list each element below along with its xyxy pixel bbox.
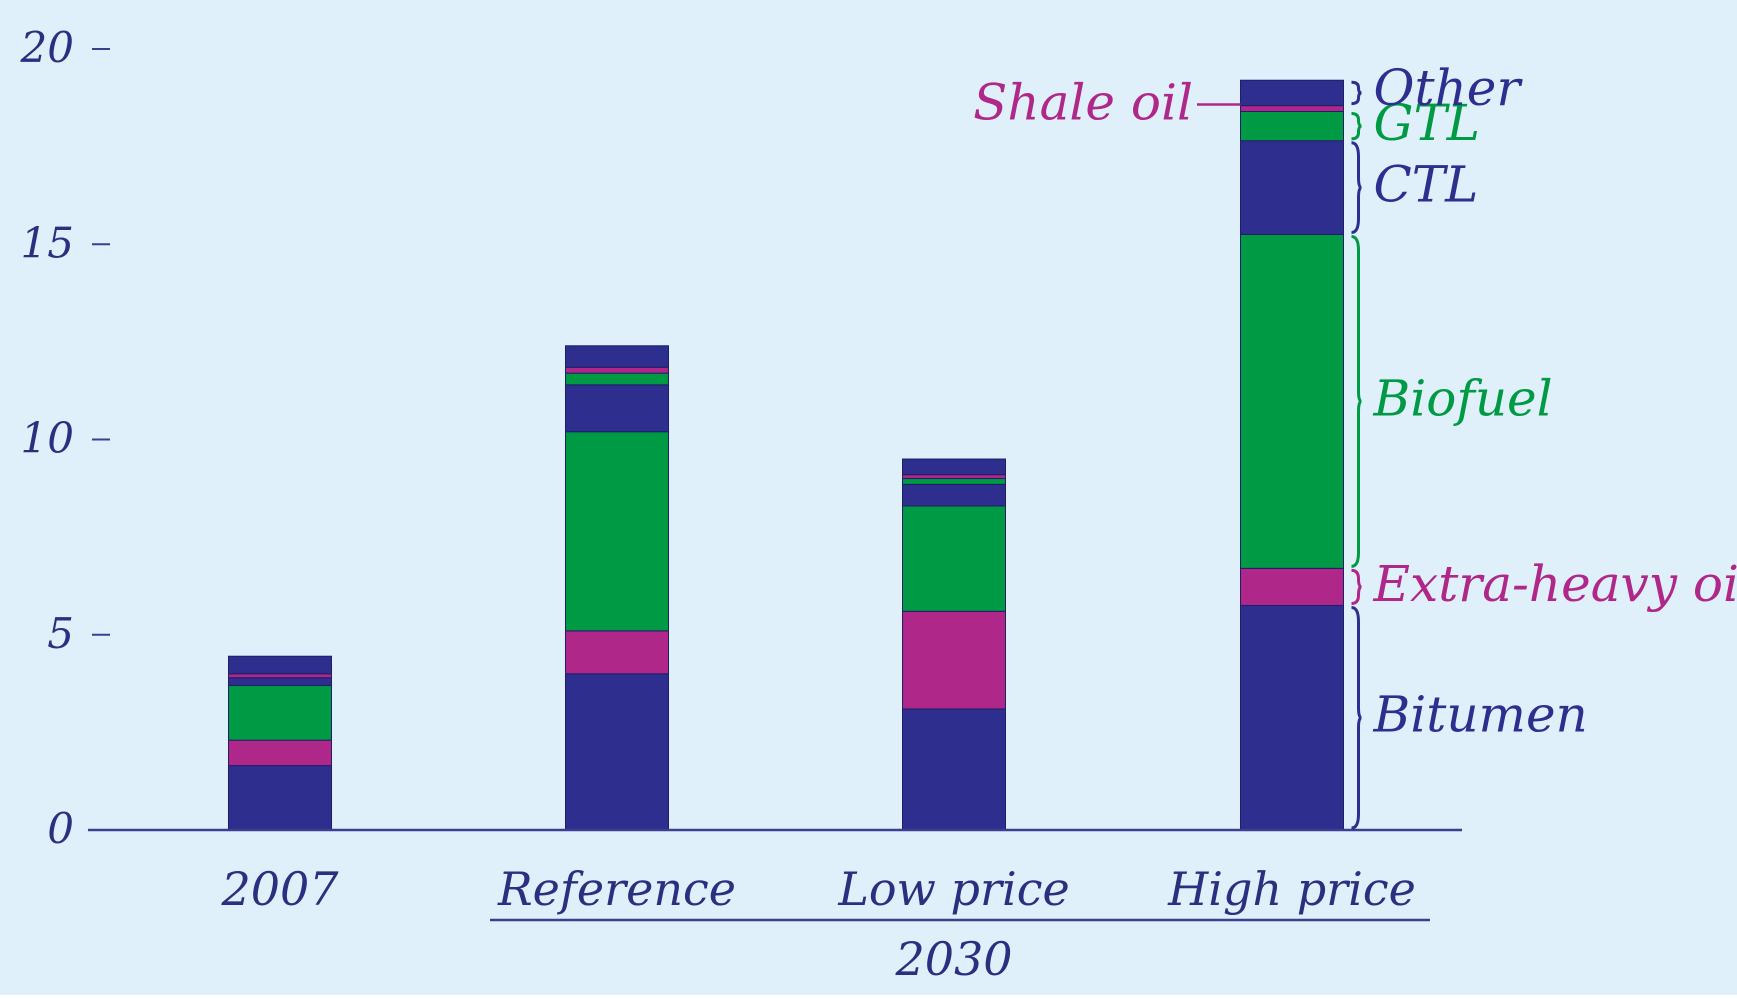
bar-segment-gtl-2 [903,479,1006,485]
bar-segment-gtl-3 [1241,111,1344,140]
bar-segment-extra-heavy-oil-1 [566,631,669,674]
bar-segment-biofuel-2 [903,506,1006,611]
group-label: 2030 [894,932,1012,986]
bar-segment-shale-oil-0 [229,674,332,678]
y-tick-label: 0 [47,804,74,853]
bar-segment-bitumen-2 [903,709,1006,830]
bar-segment-bitumen-3 [1241,605,1344,830]
bar-segment-other-1 [566,346,669,367]
bar-segment-other-0 [229,656,332,674]
bar-segment-biofuel-3 [1241,234,1344,568]
x-tick-label: 2007 [220,862,339,916]
bar-segment-ctl-0 [229,678,332,686]
series-label-bitumen: Bitumen [1373,686,1588,744]
x-tick-label: Low price [837,862,1069,916]
bar-segment-extra-heavy-oil-2 [903,611,1006,709]
bar-segment-bitumen-0 [229,766,332,830]
bar-segment-shale-oil-2 [903,475,1006,479]
bar-segment-other-3 [1241,80,1344,105]
bar-segment-ctl-1 [566,385,669,432]
bar-segment-gtl-1 [566,373,669,385]
bar-segment-ctl-2 [903,484,1006,505]
series-label-shale-oil: Shale oil [973,74,1193,132]
bar-segment-shale-oil-1 [566,367,669,373]
series-label-extra-heavy-oil: Extra-heavy oil [1373,555,1737,613]
x-tick-label: Reference [497,862,736,916]
bar-segment-biofuel-0 [229,686,332,741]
y-tick-label: 20 [20,23,74,72]
series-label-biofuel: Biofuel [1373,369,1553,427]
bar-segment-other-2 [903,459,1006,475]
bar-segment-bitumen-1 [566,674,669,830]
y-tick-label: 5 [47,609,74,658]
bar-segment-ctl-3 [1241,141,1344,235]
bar-segment-extra-heavy-oil-0 [229,740,332,765]
y-tick-label: 10 [21,414,74,463]
bar-segment-shale-oil-3 [1241,106,1344,112]
x-tick-label: High price [1167,862,1416,916]
series-label-other: Other [1374,59,1524,117]
series-label-ctl: CTL [1374,156,1479,214]
y-tick-label: 15 [21,218,74,267]
bar-segment-biofuel-1 [566,432,669,631]
bar-segment-extra-heavy-oil-3 [1241,568,1344,605]
